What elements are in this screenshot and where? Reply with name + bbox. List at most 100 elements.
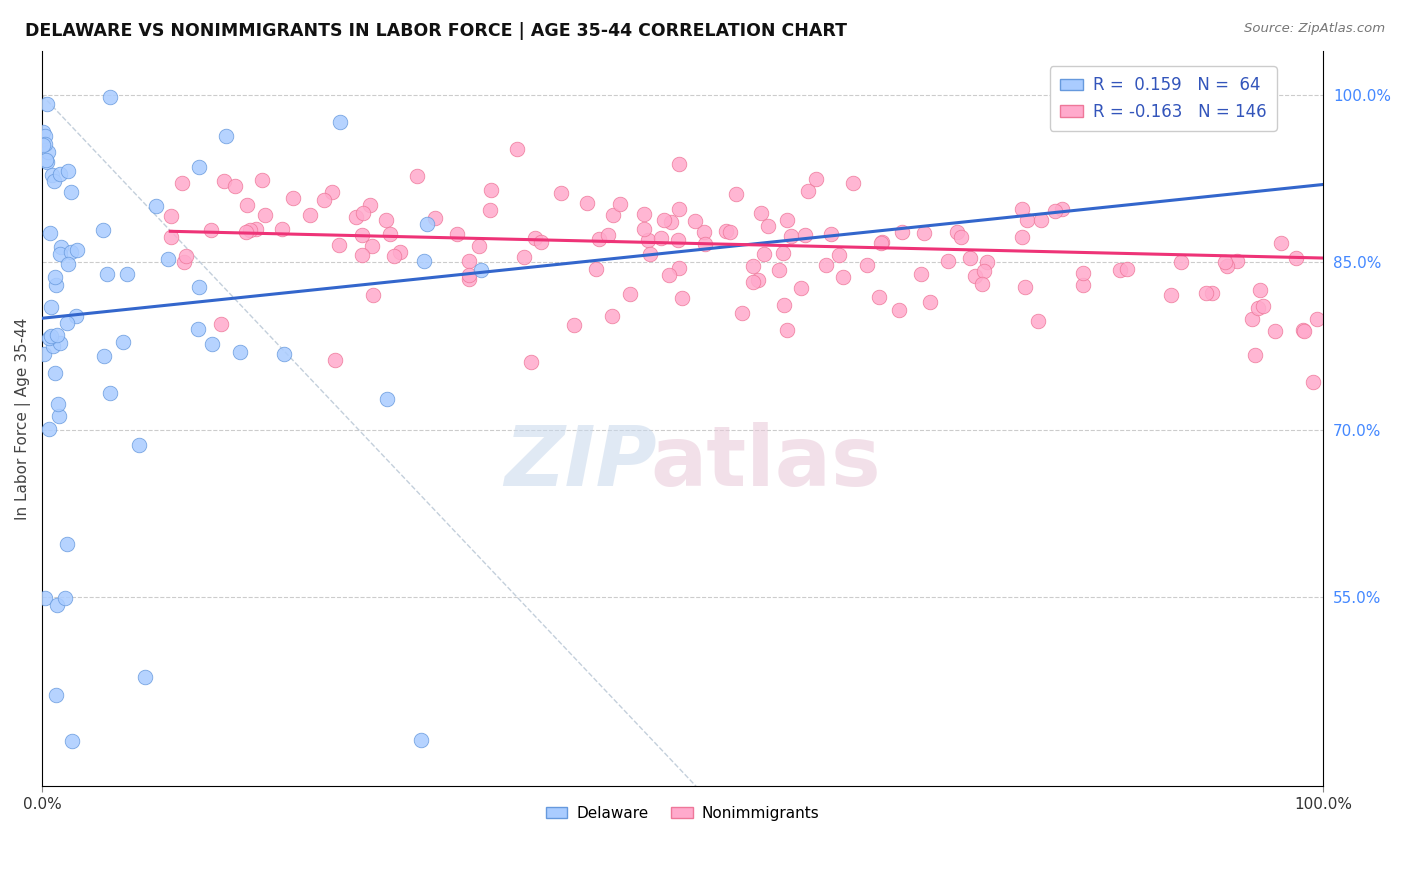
Point (742, 259, 765, 273)
Point (756, 219, 779, 234)
Point (235, 225, 257, 239)
Point (520, 355, 543, 369)
Point (910, 267, 932, 281)
Point (970, 277, 993, 291)
Point (359, 198, 381, 212)
Point (870, 235, 893, 249)
Point (283, 191, 305, 205)
Point (312, 193, 335, 207)
Point (41, 168, 63, 182)
Point (41, 328, 63, 343)
Text: Source: ZipAtlas.com: Source: ZipAtlas.com (1244, 22, 1385, 36)
Point (458, 254, 481, 268)
Point (44, 174, 66, 188)
Point (31, 137, 53, 152)
Point (457, 268, 479, 283)
Point (145, 199, 167, 213)
Point (671, 291, 693, 305)
Point (405, 169, 427, 183)
Point (668, 260, 690, 275)
Point (506, 142, 529, 156)
Point (1071, 277, 1094, 292)
Point (869, 290, 891, 304)
Point (470, 263, 492, 277)
Point (273, 347, 295, 361)
Point (446, 227, 468, 241)
Point (585, 261, 607, 276)
Point (936, 253, 959, 268)
Point (695, 237, 717, 252)
Point (298, 208, 321, 222)
Point (45, 688, 67, 702)
Point (602, 208, 624, 222)
Point (1264, 325, 1286, 339)
Point (38, 422, 60, 436)
Point (976, 255, 998, 269)
Point (156, 252, 179, 266)
Point (173, 255, 195, 269)
Point (550, 186, 572, 200)
Point (224, 179, 246, 194)
Point (253, 209, 276, 223)
Point (1241, 312, 1264, 326)
Point (128, 438, 150, 452)
Point (382, 249, 405, 263)
Point (60, 734, 83, 748)
Point (973, 263, 995, 277)
Point (239, 223, 262, 237)
Point (66, 244, 89, 258)
Point (804, 172, 827, 186)
Point (416, 218, 439, 232)
Point (46, 328, 69, 343)
Point (389, 245, 412, 260)
Point (1247, 301, 1270, 316)
Point (59, 244, 82, 259)
Point (37, 145, 59, 160)
Point (45, 278, 67, 293)
Point (794, 228, 817, 243)
Point (652, 213, 675, 227)
Point (725, 187, 748, 202)
Point (1011, 202, 1033, 216)
Point (250, 173, 273, 187)
Point (34, 591, 56, 605)
Point (949, 230, 972, 244)
Point (869, 236, 891, 251)
Point (478, 203, 501, 218)
Point (329, 114, 352, 128)
Point (413, 254, 436, 268)
Point (56, 316, 79, 330)
Point (159, 229, 181, 244)
Point (609, 196, 631, 211)
Point (200, 337, 222, 351)
Point (658, 268, 681, 283)
Point (772, 245, 794, 260)
Point (1015, 213, 1038, 227)
Point (44, 270, 66, 285)
Point (380, 227, 402, 241)
Point (111, 335, 134, 350)
Point (49, 336, 72, 351)
Point (374, 212, 396, 227)
Point (236, 198, 259, 212)
Point (172, 176, 194, 190)
Y-axis label: In Labor Force | Age 35-44: In Labor Force | Age 35-44 (15, 318, 31, 520)
Text: ZIP: ZIP (503, 422, 657, 503)
Point (479, 183, 502, 197)
Point (363, 288, 385, 302)
Point (815, 258, 838, 272)
Point (912, 226, 935, 240)
Point (831, 269, 853, 284)
Point (1026, 314, 1049, 328)
Point (1160, 288, 1182, 302)
Point (1213, 255, 1236, 269)
Point (945, 225, 967, 239)
Point (1216, 259, 1239, 273)
Point (1201, 286, 1223, 301)
Point (375, 392, 398, 406)
Point (742, 275, 765, 289)
Point (820, 227, 842, 241)
Point (637, 233, 659, 247)
Point (749, 206, 772, 220)
Point (53, 591, 76, 605)
